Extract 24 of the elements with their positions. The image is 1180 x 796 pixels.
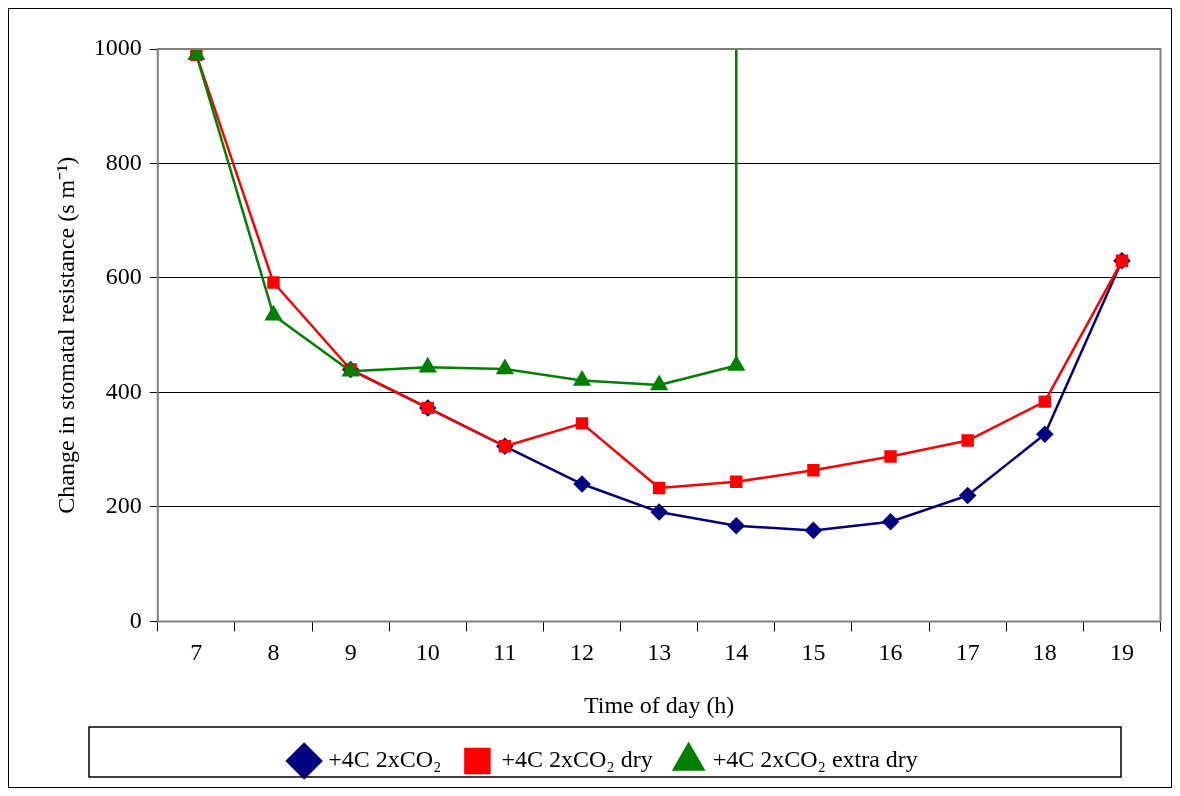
y-tick-label: 800	[105, 148, 142, 175]
x-tick-label: 17	[955, 639, 980, 666]
legend-label: +4C 2xCO₂ extra dry	[712, 746, 918, 773]
x-tick-label: 12	[570, 639, 595, 666]
x-axis-title: Time of day (h)	[583, 691, 735, 718]
x-tick-label: 10	[415, 639, 440, 666]
x-tick-label: 14	[724, 639, 749, 666]
legend-label: +4C 2xCO₂ dry	[501, 746, 653, 773]
x-tick-label: 11	[493, 639, 517, 666]
y-tick-label: 400	[105, 377, 142, 404]
x-tick-label: 8	[267, 639, 280, 666]
x-tick-label: 19	[1109, 639, 1134, 666]
legend-label: +4C 2xCO₂	[328, 746, 442, 773]
y-axis-title: Change in stomatal resistance (s m⁻¹)	[52, 156, 79, 514]
y-tick-label: 1000	[93, 34, 142, 61]
y-tick-label: 200	[105, 492, 142, 519]
x-tick-label: 13	[647, 639, 672, 666]
y-tick-label: 600	[105, 263, 142, 290]
y-tick-label: 0	[129, 606, 142, 633]
x-tick-label: 7	[190, 639, 203, 666]
x-tick-label: 9	[344, 639, 357, 666]
x-tick-label: 16	[878, 639, 903, 666]
x-tick-label: 18	[1032, 639, 1057, 666]
x-tick-label: 15	[801, 639, 826, 666]
